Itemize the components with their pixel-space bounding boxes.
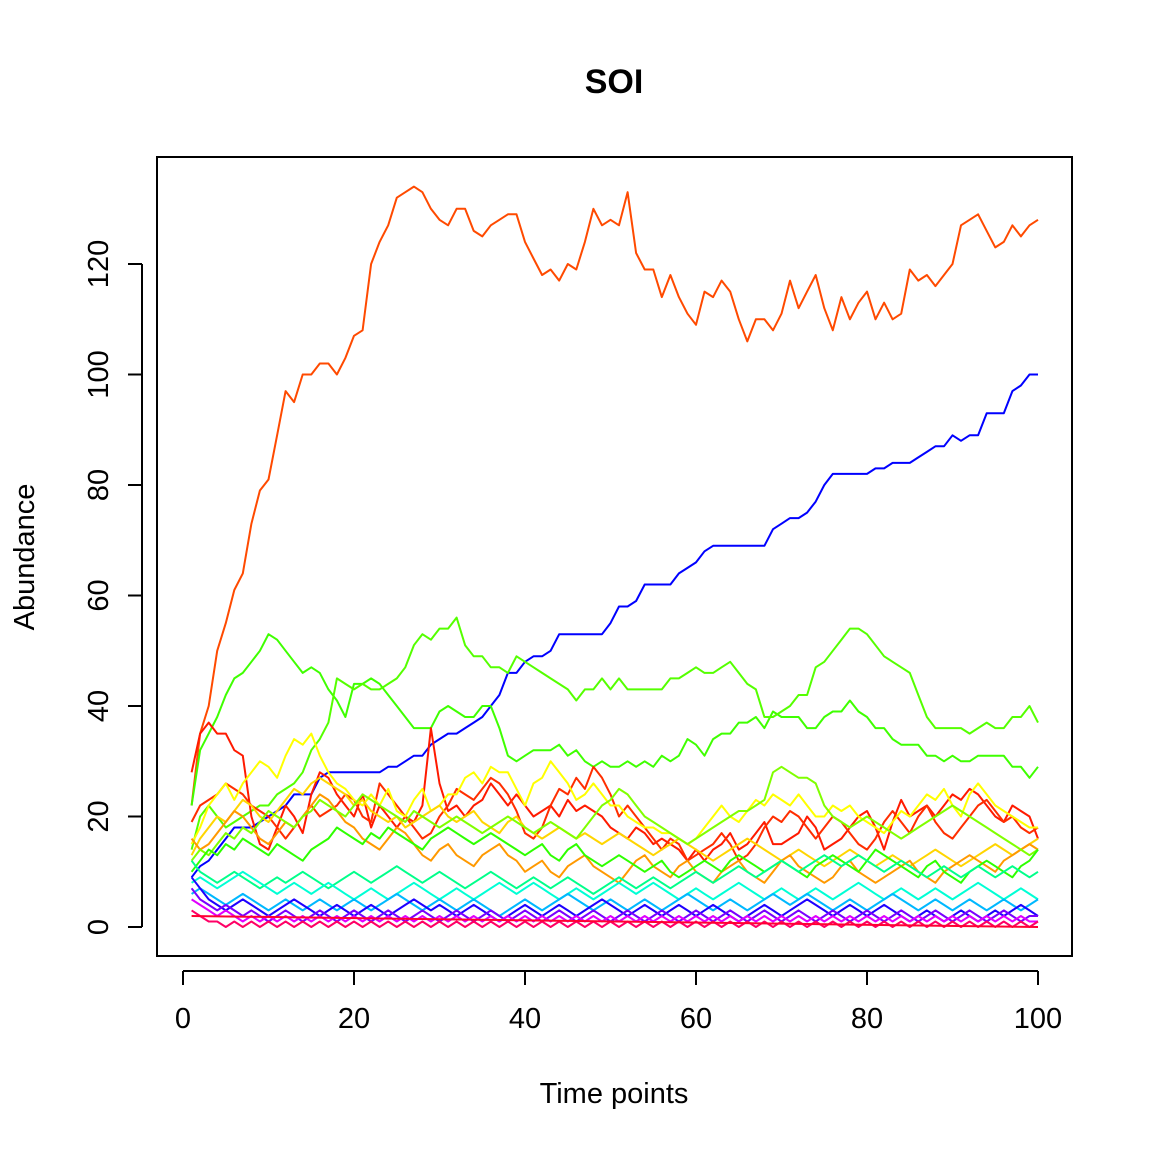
series-line-7: [190, 732, 1038, 846]
y-tick-label: 80: [83, 469, 115, 501]
series-line-3: [190, 633, 1039, 806]
series-line-4: [190, 616, 1039, 850]
series-line-13: [191, 870, 1039, 901]
x-tick-label: 20: [338, 1003, 370, 1035]
series-line-8: [190, 776, 1039, 868]
x-tick-label: 100: [1014, 1003, 1062, 1035]
series-line-19: [191, 915, 1039, 928]
series-line-2: [190, 373, 1038, 878]
plot-frame: [156, 156, 1073, 957]
x-tick-label: 60: [680, 1003, 712, 1035]
y-tick-label: 100: [83, 350, 115, 398]
x-axis: 0 20 40 60 80 100: [175, 970, 1062, 1035]
y-tick-label: 120: [83, 240, 115, 288]
x-tick-label: 80: [851, 1003, 883, 1035]
x-axis-title: Time points: [540, 1078, 689, 1110]
series-line-5: [190, 721, 1039, 862]
series-line-10: [190, 765, 1039, 862]
y-axis: 0 20 40 60 80 100 120: [83, 240, 143, 935]
y-tick-label: 40: [83, 690, 115, 722]
y-tick-label: 0: [83, 919, 115, 935]
series-line-1: [190, 185, 1039, 806]
chart-title: SOI: [585, 63, 644, 101]
x-tick-label: 0: [175, 1003, 191, 1035]
x-tick-label: 40: [509, 1003, 541, 1035]
y-axis-title: Abundance: [9, 484, 41, 631]
series-layer: [190, 185, 1039, 928]
y-tick-label: 60: [83, 579, 115, 611]
y-tick-label: 20: [83, 800, 115, 832]
